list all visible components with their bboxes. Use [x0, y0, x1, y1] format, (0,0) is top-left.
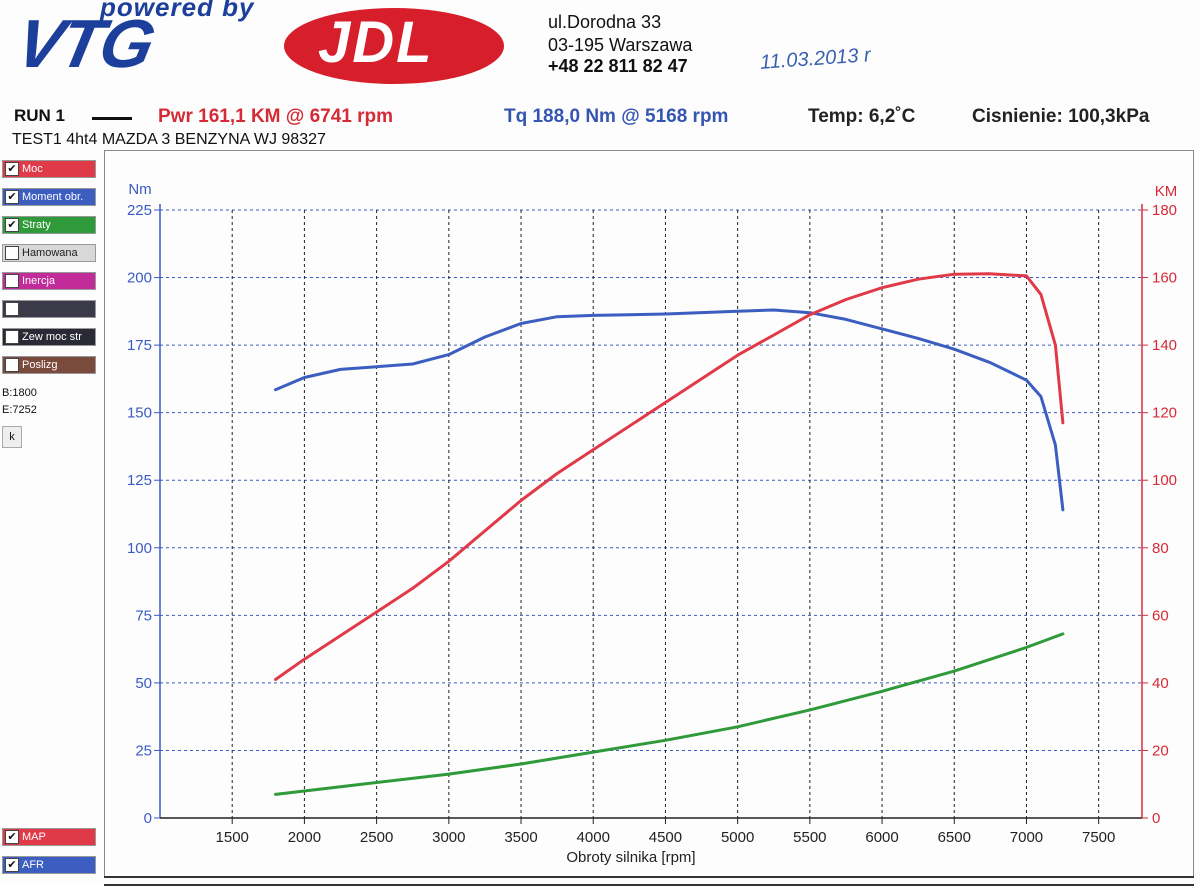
series-toggle-inercja[interactable]: Inercja [2, 272, 96, 290]
address-phone: +48 22 811 82 47 [548, 56, 688, 76]
y-tick-label-right: 120 [1152, 405, 1177, 422]
y-tick-label-left: 225 [127, 202, 152, 219]
y-tick-label-left: 0 [144, 810, 152, 827]
y-axis-label-right: KM [1155, 183, 1178, 200]
test-description: TEST1 4ht4 MAZDA 3 BENZYNA WJ 98327 [12, 131, 326, 148]
checkbox[interactable]: ✔ [5, 218, 19, 232]
checkbox[interactable] [5, 246, 19, 260]
series-line-moment-obr- [274, 308, 1065, 512]
x-tick-label: 7500 [1082, 829, 1115, 846]
bottom-divider [104, 876, 1194, 886]
checkbox[interactable]: ✔ [5, 190, 19, 204]
series-toggle-moc[interactable]: ✔ Moc [2, 160, 96, 178]
power-summary: Pwr 161,1 KM @ 6741 rpm [158, 106, 394, 127]
x-tick-label: 3000 [432, 829, 465, 846]
series-toggle-label: Poslizg [22, 359, 58, 371]
checkbox[interactable] [5, 330, 19, 344]
series-toggle-label: Zew moc str [22, 331, 82, 343]
series-toggle-hamowana[interactable]: Hamowana [2, 244, 96, 262]
y-tick-label-right: 0 [1152, 810, 1160, 827]
y-tick-label-right: 60 [1152, 607, 1169, 624]
checkbox[interactable] [5, 302, 19, 316]
y-tick-label-right: 80 [1152, 540, 1169, 557]
x-tick-label: 2500 [360, 829, 393, 846]
y-axis-label-left: Nm [128, 181, 151, 198]
x-tick-label: 2000 [288, 829, 321, 846]
checkbox[interactable]: ✔ [5, 858, 19, 872]
checkbox[interactable] [5, 274, 19, 288]
y-tick-label-left: 25 [135, 742, 152, 759]
k-button[interactable]: k [2, 426, 22, 448]
x-tick-label: 4500 [649, 829, 682, 846]
series-line-straty [274, 632, 1065, 796]
series-toggle-moment-obr-[interactable]: ✔ Moment obr. [2, 188, 96, 206]
series-toggle-label: Moc [22, 163, 43, 175]
series-toggle-poslizg[interactable]: Poslizg [2, 356, 96, 374]
x-tick-label: 3500 [504, 829, 537, 846]
checkbox[interactable]: ✔ [5, 830, 19, 844]
y-tick-label-right: 160 [1152, 270, 1177, 287]
y-tick-label-left: 150 [127, 405, 152, 422]
range-begin: B:1800 [2, 387, 37, 399]
series-toggle-label: Straty [22, 219, 51, 231]
x-tick-label: 1500 [216, 829, 249, 846]
series-toggle-label: Moment obr. [22, 191, 84, 203]
series-toggle-label: Hamowana [22, 247, 78, 259]
y-tick-label-left: 125 [127, 472, 152, 489]
x-tick-label: 6500 [938, 829, 971, 846]
y-tick-label-left: 200 [127, 270, 152, 287]
address-street: ul.Dorodna 33 [548, 12, 662, 32]
y-tick-label-left: 100 [127, 540, 152, 557]
series-toggle-afr[interactable]: ✔ AFR [2, 856, 96, 874]
run-label: RUN 1 [14, 106, 66, 125]
y-tick-label-right: 140 [1152, 337, 1177, 354]
checkbox[interactable] [5, 358, 19, 372]
y-tick-label-right: 20 [1152, 742, 1169, 759]
address-city: 03-195 Warszawa [548, 35, 693, 55]
series-toggle-item-5[interactable] [2, 300, 96, 318]
series-toggle-straty[interactable]: ✔ Straty [2, 216, 96, 234]
y-tick-label-right: 100 [1152, 472, 1177, 489]
x-tick-label: 4000 [577, 829, 610, 846]
series-toggle-label: Inercja [22, 275, 56, 287]
pressure-readout: Cisnienie: 100,3kPa [972, 106, 1150, 127]
torque-summary: Tq 188,0 Nm @ 5168 rpm [504, 106, 729, 127]
series-toggle-label: AFR [22, 859, 44, 871]
series-toggle-label: MAP [22, 831, 46, 843]
y-tick-label-left: 75 [135, 607, 152, 624]
series-toggle-zew-moc-str[interactable]: Zew moc str [2, 328, 96, 346]
x-tick-label: 5500 [793, 829, 826, 846]
x-tick-label: 5000 [721, 829, 754, 846]
temperature-readout: Temp: 6,2˚C [808, 106, 916, 127]
x-tick-label: 6000 [865, 829, 898, 846]
checkbox[interactable]: ✔ [5, 162, 19, 176]
y-tick-label-left: 175 [127, 337, 152, 354]
range-end: E:7252 [2, 404, 37, 416]
y-tick-label-right: 180 [1152, 202, 1177, 219]
logo-jdl-oval [284, 8, 504, 84]
x-axis-label: Obroty silnika [rpm] [566, 849, 695, 866]
logo-jdl: JDL [318, 10, 434, 75]
logo-powered-by: powered by [100, 0, 255, 22]
x-tick-label: 7000 [1010, 829, 1043, 846]
y-tick-label-left: 50 [135, 675, 152, 692]
series-toggle-map[interactable]: ✔ MAP [2, 828, 96, 846]
run-line-legend [92, 117, 132, 120]
y-tick-label-right: 40 [1152, 675, 1169, 692]
series-line-moc [274, 272, 1065, 681]
